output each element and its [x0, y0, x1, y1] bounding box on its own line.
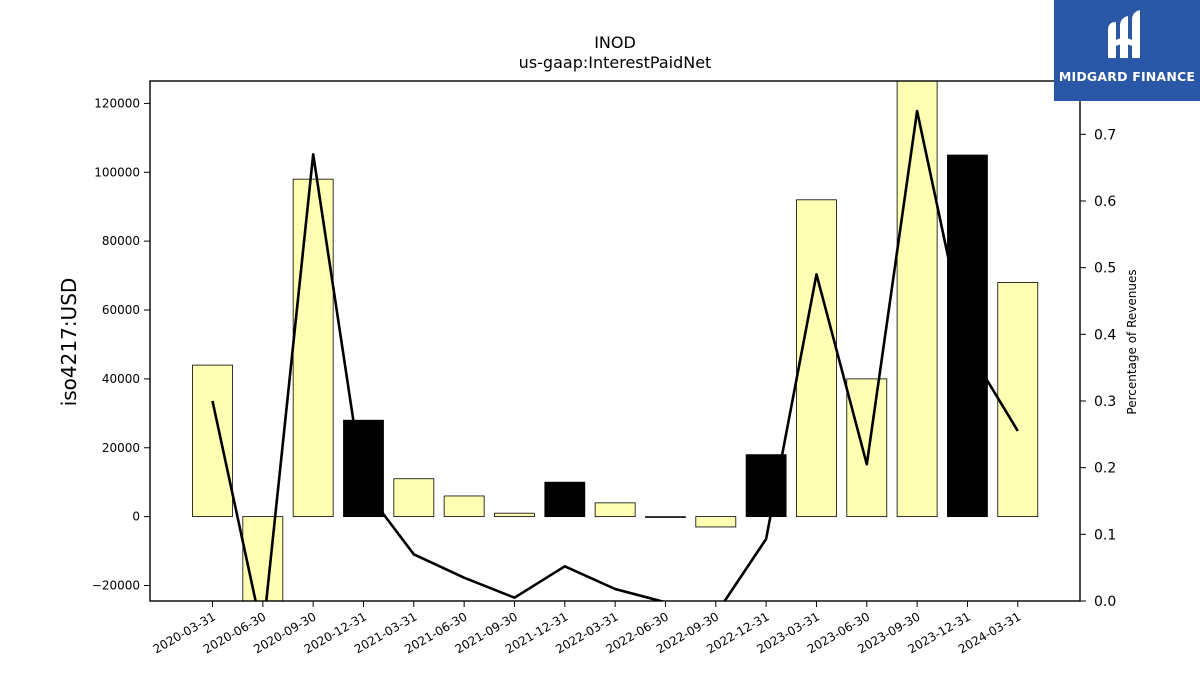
- y2-tick-label: 0.2: [1094, 461, 1116, 477]
- y-tick-label: 20000: [102, 441, 140, 455]
- bar-2021-12-31: [544, 481, 586, 518]
- bar-2022-03-31: [594, 502, 636, 518]
- logo-text: MIDGARD FINANCE: [1058, 69, 1196, 84]
- y2-tick-label: 0.7: [1094, 127, 1116, 143]
- y2-tick-label: 0.6: [1094, 194, 1116, 210]
- y-tick-label: 0: [132, 510, 140, 524]
- y-tick-label: 40000: [102, 372, 140, 386]
- chart-title: INOD: [594, 33, 636, 52]
- bar-2023-06-30: [846, 378, 888, 518]
- bar-2023-03-31: [796, 199, 837, 518]
- bar-2022-06-30: [645, 516, 686, 518]
- bar-2021-03-31: [393, 478, 435, 518]
- y-tick-label: 120000: [94, 96, 140, 110]
- bar-2020-03-31: [192, 364, 233, 518]
- y-tick-label: 80000: [102, 234, 140, 248]
- bar-2020-12-31: [343, 419, 384, 518]
- bar-2023-12-31: [947, 154, 988, 518]
- percentage-line: [211, 109, 1019, 601]
- bar-2021-09-30: [494, 512, 535, 518]
- brand-logo: MIDGARD FINANCE: [1054, 0, 1200, 101]
- bar-2021-06-30: [443, 495, 485, 518]
- y2-tick-label: 0.3: [1094, 394, 1116, 410]
- y2-tick-label: 0.5: [1094, 261, 1116, 277]
- plot-frame: [149, 80, 1081, 602]
- bar-2023-09-30: [896, 81, 938, 518]
- y-tick-label: 100000: [94, 165, 140, 179]
- line-layer: [211, 109, 1019, 601]
- y2-tick-label: 0.4: [1094, 327, 1116, 343]
- bar-2022-09-30: [695, 516, 737, 528]
- y2-tick-label: 0.0: [1094, 594, 1116, 610]
- y-axis-label: iso4217:USD: [57, 278, 81, 407]
- y-tick-label: 60000: [102, 303, 140, 317]
- y2-tick-label: 0.1: [1094, 527, 1116, 543]
- bar-2020-09-30: [292, 178, 334, 518]
- logo-mark-icon: [1108, 10, 1140, 58]
- bar-2020-06-30: [242, 516, 284, 601]
- y2-axis-label: Percentage of Revenues: [1125, 269, 1139, 414]
- bar-2024-03-31: [997, 282, 1039, 518]
- y-tick-label: −20000: [92, 579, 140, 593]
- chart-subtitle: us-gaap:InterestPaidNet: [519, 53, 712, 72]
